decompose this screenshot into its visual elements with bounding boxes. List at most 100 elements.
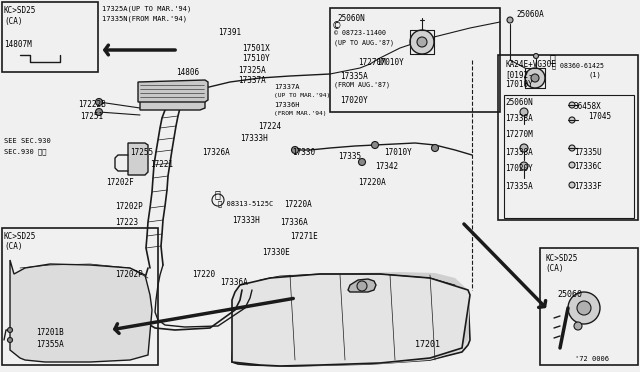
Text: 25060N: 25060N xyxy=(505,98,532,107)
Circle shape xyxy=(410,30,434,54)
Text: KC>SD25: KC>SD25 xyxy=(4,232,36,241)
Circle shape xyxy=(357,281,367,291)
Text: 17337A: 17337A xyxy=(274,84,300,90)
Text: 17010Y: 17010Y xyxy=(376,58,404,67)
Text: 17255: 17255 xyxy=(130,148,153,157)
Circle shape xyxy=(568,292,600,324)
Circle shape xyxy=(507,17,513,23)
Bar xyxy=(2,2,98,72)
Polygon shape xyxy=(232,274,470,366)
Bar xyxy=(330,8,500,112)
Text: 17270M: 17270M xyxy=(358,58,386,67)
Text: 17336A: 17336A xyxy=(220,278,248,287)
Circle shape xyxy=(95,99,102,106)
Circle shape xyxy=(417,37,427,47)
Polygon shape xyxy=(232,274,470,366)
Circle shape xyxy=(569,162,575,168)
Text: 17220A: 17220A xyxy=(358,178,386,187)
Text: 17201B: 17201B xyxy=(36,328,64,337)
Text: 25060: 25060 xyxy=(557,290,582,299)
Circle shape xyxy=(520,144,528,152)
Circle shape xyxy=(520,108,528,116)
Text: 17342: 17342 xyxy=(375,162,398,171)
Text: 17338A: 17338A xyxy=(505,148,532,157)
Text: Ⓢ: Ⓢ xyxy=(215,189,221,199)
Text: 17020Y: 17020Y xyxy=(505,164,532,173)
Polygon shape xyxy=(140,98,205,110)
Circle shape xyxy=(291,147,298,154)
Text: 17202P: 17202P xyxy=(115,270,143,279)
Polygon shape xyxy=(10,260,152,362)
Text: 17271E: 17271E xyxy=(290,232,317,241)
Text: (UP TO MAR.'94): (UP TO MAR.'94) xyxy=(274,93,330,98)
Text: 17222B: 17222B xyxy=(78,100,106,109)
Text: 17335A: 17335A xyxy=(340,72,368,81)
Text: KC>SD25: KC>SD25 xyxy=(545,254,577,263)
Text: (CA): (CA) xyxy=(4,17,22,26)
Text: 17330E: 17330E xyxy=(262,248,290,257)
Text: (CA): (CA) xyxy=(4,242,22,251)
Text: 17201: 17201 xyxy=(415,340,440,349)
Text: Ⓢ 08313-5125C: Ⓢ 08313-5125C xyxy=(218,200,273,206)
Text: 17336C: 17336C xyxy=(574,162,602,171)
Text: '72 0006: '72 0006 xyxy=(575,356,609,362)
Circle shape xyxy=(534,54,538,58)
Text: 25060N: 25060N xyxy=(337,14,365,23)
Bar xyxy=(498,55,638,220)
Text: 17045: 17045 xyxy=(588,112,611,121)
Polygon shape xyxy=(138,80,208,102)
Text: Ⓢ: Ⓢ xyxy=(550,53,556,63)
Text: 17333H: 17333H xyxy=(240,134,268,143)
Text: 17220A: 17220A xyxy=(284,200,312,209)
Polygon shape xyxy=(128,143,148,175)
Text: 17330: 17330 xyxy=(292,148,315,157)
Text: 14807M: 14807M xyxy=(4,40,32,49)
Circle shape xyxy=(8,327,13,333)
Text: 17224: 17224 xyxy=(258,122,281,131)
Text: (CA): (CA) xyxy=(545,264,563,273)
Circle shape xyxy=(574,322,582,330)
Text: 17020Y: 17020Y xyxy=(340,96,368,105)
Text: SEC.930 参照: SEC.930 参照 xyxy=(4,148,47,155)
Text: 17391: 17391 xyxy=(218,28,241,37)
Text: 17337A: 17337A xyxy=(238,76,266,85)
Text: 17010Y: 17010Y xyxy=(384,148,412,157)
Circle shape xyxy=(520,162,528,170)
Text: 17325A: 17325A xyxy=(238,66,266,75)
Circle shape xyxy=(358,158,365,166)
Text: KA24E+VG30E: KA24E+VG30E xyxy=(505,60,556,69)
Text: 17335U: 17335U xyxy=(574,148,602,157)
Text: 17335A: 17335A xyxy=(505,182,532,191)
Bar xyxy=(540,248,638,365)
Text: 17202F: 17202F xyxy=(106,178,134,187)
Circle shape xyxy=(569,117,575,123)
Text: Ⓢ 08360-61425: Ⓢ 08360-61425 xyxy=(552,62,604,68)
Text: 17510Y: 17510Y xyxy=(242,54,269,63)
Text: 17325A(UP TO MAR.'94): 17325A(UP TO MAR.'94) xyxy=(102,6,191,13)
Text: 36458X: 36458X xyxy=(574,102,602,111)
Text: 17202P: 17202P xyxy=(115,202,143,211)
Bar xyxy=(2,228,158,365)
Circle shape xyxy=(569,145,575,151)
Bar xyxy=(504,95,634,218)
Circle shape xyxy=(525,68,545,88)
Text: KC>SD25: KC>SD25 xyxy=(4,6,36,15)
Text: (UP TO AUG.'87): (UP TO AUG.'87) xyxy=(334,40,394,46)
Circle shape xyxy=(8,337,13,343)
Text: 17270M: 17270M xyxy=(505,130,532,139)
Text: (1): (1) xyxy=(588,72,601,78)
Text: (FROM AUG.'87): (FROM AUG.'87) xyxy=(334,82,390,89)
Text: 17333F: 17333F xyxy=(574,182,602,191)
Text: 25060A: 25060A xyxy=(516,10,544,19)
Circle shape xyxy=(431,144,438,151)
Text: SEE SEC.930: SEE SEC.930 xyxy=(4,138,51,144)
Text: (FROM MAR.'94): (FROM MAR.'94) xyxy=(274,111,326,116)
Text: © 08723-11400: © 08723-11400 xyxy=(334,30,386,36)
Text: 17335N(FROM MAR.'94): 17335N(FROM MAR.'94) xyxy=(102,16,187,22)
Text: 17221: 17221 xyxy=(150,160,173,169)
Text: 17338A: 17338A xyxy=(505,114,532,123)
Text: 17355A: 17355A xyxy=(36,340,64,349)
Circle shape xyxy=(371,141,378,148)
Circle shape xyxy=(569,102,575,108)
Text: 17251: 17251 xyxy=(80,112,103,121)
